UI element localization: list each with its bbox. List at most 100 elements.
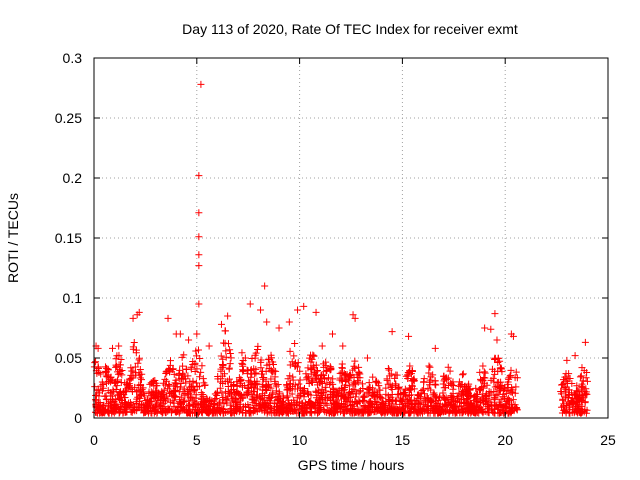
data-point	[166, 382, 174, 390]
data-point	[213, 409, 221, 417]
data-point	[579, 377, 587, 385]
data-point	[136, 365, 144, 373]
data-point	[481, 407, 489, 415]
data-point	[296, 376, 304, 384]
data-point	[440, 393, 448, 401]
data-point	[573, 382, 581, 390]
data-point	[121, 408, 129, 416]
data-point	[509, 403, 517, 411]
data-point	[241, 354, 249, 362]
data-point	[351, 386, 359, 394]
data-point	[147, 394, 155, 402]
data-point	[365, 386, 373, 394]
data-point	[293, 399, 301, 407]
data-point	[274, 394, 282, 402]
data-point	[305, 380, 313, 388]
data-point	[264, 408, 272, 416]
data-point	[491, 310, 499, 318]
data-point	[284, 384, 292, 392]
data-point	[394, 409, 402, 417]
data-point	[369, 373, 377, 381]
data-point	[199, 375, 207, 383]
data-point	[366, 399, 374, 407]
data-point	[179, 370, 187, 378]
data-point	[133, 395, 141, 403]
data-point	[583, 369, 591, 377]
data-point	[327, 379, 335, 387]
data-point	[265, 383, 273, 391]
data-point	[570, 390, 578, 398]
data-point	[366, 398, 374, 406]
data-point	[198, 408, 206, 416]
data-point	[509, 396, 517, 404]
data-point	[177, 393, 185, 401]
data-point	[246, 378, 254, 386]
data-point	[558, 380, 566, 388]
data-point	[236, 396, 244, 404]
data-point	[476, 368, 484, 376]
data-point	[318, 371, 326, 379]
data-point	[415, 408, 423, 416]
data-point	[490, 388, 498, 396]
data-point	[576, 409, 584, 417]
data-point	[291, 340, 299, 348]
x-tick-label: 15	[395, 432, 411, 448]
data-point	[336, 376, 344, 384]
data-point	[498, 368, 506, 376]
data-point	[143, 401, 151, 409]
data-point	[286, 372, 294, 380]
data-point	[175, 398, 183, 406]
data-point	[348, 388, 356, 396]
data-point	[334, 402, 342, 410]
data-point	[113, 400, 121, 408]
data-point	[354, 374, 362, 382]
data-point	[131, 405, 139, 413]
data-point	[318, 385, 326, 393]
data-point	[327, 395, 335, 403]
data-point	[420, 375, 428, 383]
data-point	[307, 358, 315, 366]
y-tick-labels: 0 0.05 0.1 0.15 0.2 0.25 0.3	[55, 50, 82, 426]
data-point	[313, 408, 321, 416]
data-point	[111, 379, 119, 387]
data-point	[431, 377, 439, 385]
data-point	[170, 370, 178, 378]
data-point	[347, 372, 355, 380]
data-point	[274, 380, 282, 388]
data-point	[408, 382, 416, 390]
data-point	[129, 314, 137, 322]
data-point	[252, 369, 260, 377]
data-point	[107, 389, 115, 397]
data-point	[387, 393, 395, 401]
data-point	[205, 342, 213, 350]
data-point	[351, 380, 359, 388]
data-point	[359, 397, 367, 405]
data-point	[299, 407, 307, 415]
data-point	[567, 397, 575, 405]
data-point	[178, 353, 186, 361]
y-tick-label: 0.1	[63, 290, 83, 306]
data-point	[166, 361, 174, 369]
data-point	[377, 394, 385, 402]
data-point	[264, 355, 272, 363]
data-point	[507, 408, 515, 416]
data-point	[283, 392, 291, 400]
data-point	[175, 375, 183, 383]
data-point	[342, 393, 350, 401]
data-point	[229, 395, 237, 403]
data-point	[349, 409, 357, 417]
data-point	[243, 370, 251, 378]
data-point	[186, 393, 194, 401]
data-point	[449, 378, 457, 386]
data-point	[152, 402, 160, 410]
data-point	[575, 395, 583, 403]
data-point	[112, 385, 120, 393]
data-point	[113, 362, 121, 370]
data-point	[304, 373, 312, 381]
data-point	[176, 330, 184, 338]
data-point	[373, 377, 381, 385]
data-point	[304, 388, 312, 396]
data-point	[425, 362, 433, 370]
data-point	[177, 380, 185, 388]
data-point	[426, 363, 434, 371]
